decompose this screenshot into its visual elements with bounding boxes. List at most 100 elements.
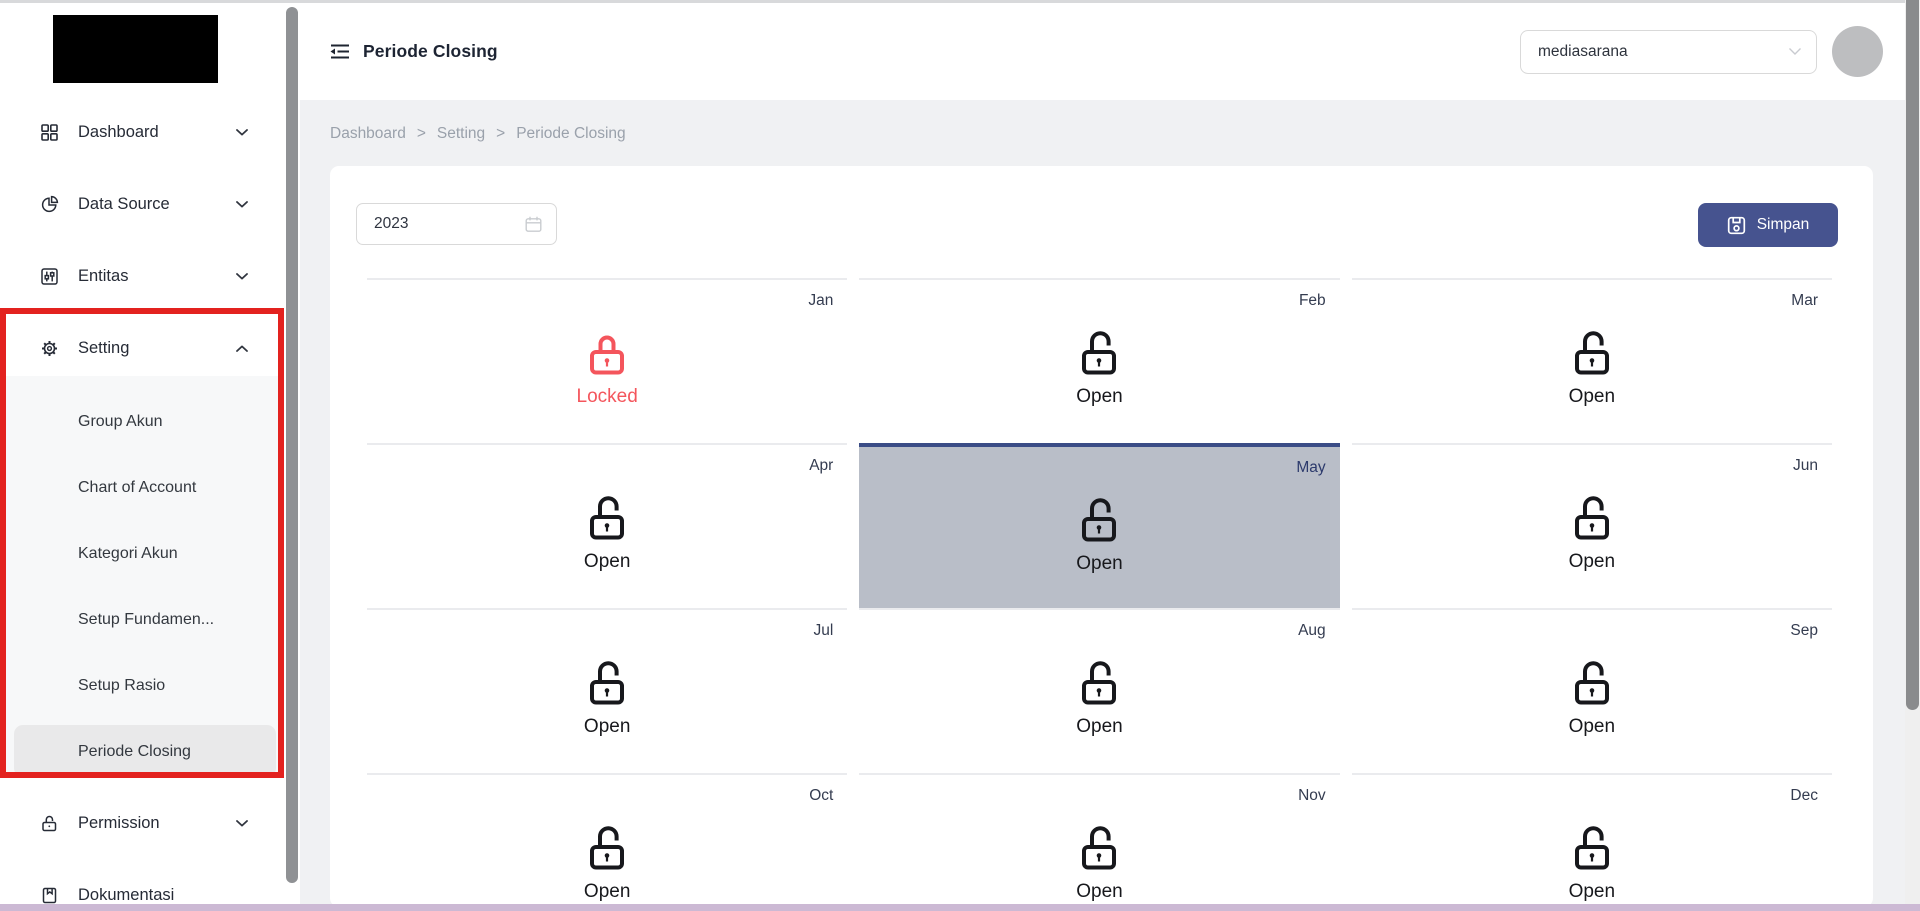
month-state-label: Open <box>583 551 631 572</box>
sidebar-item-dokumentasi[interactable]: Dokumentasi <box>0 881 284 909</box>
lock-open-icon <box>1080 330 1118 377</box>
sidebar-subitem-periode-closing[interactable]: Periode Closing <box>0 738 278 766</box>
lock-open-icon <box>1080 497 1118 544</box>
chevron-down-icon <box>236 819 248 827</box>
month-state-label: Open <box>1568 716 1616 737</box>
save-button[interactable]: Simpan <box>1698 203 1838 247</box>
sidebar-item-label: Dokumentasi <box>78 885 175 904</box>
sidebar-subitem-kategori-akun[interactable]: Kategori Akun <box>0 540 278 568</box>
breadcrumb-item-setting[interactable]: Setting <box>436 125 486 142</box>
months-grid: Jan Locked Feb <box>367 278 1832 907</box>
month-cell-feb[interactable]: Feb Open <box>859 278 1340 443</box>
month-label: Jun <box>1793 457 1818 474</box>
company-select-value: mediasarana <box>1538 42 1628 60</box>
month-state-label: Open <box>1076 553 1123 574</box>
month-state-label: Open <box>1076 716 1123 737</box>
chevron-down-icon <box>236 200 248 208</box>
lock-open-icon <box>1573 495 1611 542</box>
lock-open-icon <box>1573 825 1611 872</box>
month-label: Jul <box>813 622 834 639</box>
sidebar-subitem-chart-of-account[interactable]: Chart of Account <box>0 474 278 502</box>
lock-open-icon <box>1080 660 1118 707</box>
sidebar-item-entitas[interactable]: Entitas <box>0 262 284 290</box>
month-label: Oct <box>809 787 834 804</box>
month-cell-dec[interactable]: Dec Open <box>1351 773 1832 907</box>
sidebar-item-label: Data Source <box>78 194 170 213</box>
month-cell-jul[interactable]: Jul Open <box>367 608 848 773</box>
month-cell-apr[interactable]: Apr Open <box>367 443 848 608</box>
sidebar-subitem-label: Group Akun <box>78 413 163 430</box>
setting-submenu-background <box>6 376 278 774</box>
company-select[interactable]: mediasarana <box>1520 29 1817 74</box>
sidebar-subitem-label: Periode Closing <box>78 743 191 760</box>
month-cell-aug[interactable]: Aug Open <box>859 608 1340 773</box>
lock-open-icon <box>1573 330 1611 377</box>
breadcrumb-item-dashboard[interactable]: Dashboard <box>330 125 406 142</box>
year-select[interactable]: 2023 <box>356 203 557 245</box>
sidebar-item-permission[interactable]: Permission <box>0 809 284 837</box>
month-label: May <box>1296 459 1326 476</box>
month-cell-nov[interactable]: Nov Open <box>859 773 1340 907</box>
sidebar-item-label: Entitas <box>78 266 129 285</box>
sidebar-item-data-source[interactable]: Data Source <box>0 190 284 218</box>
bookmark-file-icon <box>40 886 59 905</box>
main-area: Periode Closing mediasarana Dashboard > … <box>300 3 1905 911</box>
month-label: Apr <box>809 457 834 474</box>
month-cell-mar[interactable]: Mar Open <box>1351 278 1832 443</box>
sidebar: Dashboard Data Source <box>0 3 284 911</box>
unlock-icon <box>40 814 59 833</box>
calendar-icon <box>525 216 542 233</box>
lock-open-icon <box>588 495 626 542</box>
top-header: Periode Closing mediasarana <box>300 3 1905 100</box>
month-label: Jan <box>808 292 834 309</box>
month-label: Dec <box>1790 787 1818 804</box>
month-state-label: Open <box>1076 386 1123 407</box>
month-state-label: Open <box>1568 386 1616 407</box>
periode-closing-card: 2023 <box>330 166 1873 907</box>
chevron-up-icon <box>236 345 248 352</box>
chevron-down-icon <box>1788 47 1802 56</box>
dashboard-icon <box>40 123 59 142</box>
user-avatar[interactable] <box>1832 26 1883 77</box>
month-label: Mar <box>1791 292 1818 309</box>
save-icon <box>1727 216 1746 235</box>
sidebar-item-label: Dashboard <box>78 122 159 141</box>
lock-open-icon <box>1573 660 1611 707</box>
window-top-border <box>0 0 1920 3</box>
window-scrollbar-thumb[interactable] <box>1906 0 1919 710</box>
month-label: Nov <box>1298 787 1326 804</box>
month-label: Aug <box>1298 622 1326 639</box>
sidebar-scrollbar-thumb[interactable] <box>286 7 298 883</box>
month-cell-jan[interactable]: Jan Locked <box>367 278 848 443</box>
lock-open-icon <box>1080 825 1118 872</box>
sidebar-subitem-group-akun[interactable]: Group Akun <box>0 408 278 436</box>
sidebar-scrollbar-track <box>284 3 300 911</box>
sidebar-subitem-label: Setup Fundamen... <box>78 611 215 628</box>
sidebar-subitem-setup-fundamental[interactable]: Setup Fundamen... <box>0 606 278 634</box>
sidebar-item-setting[interactable]: Setting <box>0 334 284 362</box>
pie-chart-icon <box>40 195 59 214</box>
sidebar-subitem-label: Kategori Akun <box>78 545 178 562</box>
menu-fold-icon[interactable] <box>329 42 350 61</box>
breadcrumb: Dashboard > Setting > Periode Closing <box>300 100 1905 143</box>
month-state-label: Open <box>583 716 631 737</box>
month-state-label: Open <box>583 881 631 902</box>
control-sliders-icon <box>40 267 59 286</box>
gear-icon <box>40 339 59 358</box>
sidebar-item-dashboard[interactable]: Dashboard <box>0 118 284 146</box>
month-cell-sep[interactable]: Sep Open <box>1351 608 1832 773</box>
page-title: Periode Closing <box>363 41 498 61</box>
sidebar-item-label: Setting <box>78 338 130 357</box>
sidebar-subitem-setup-rasio[interactable]: Setup Rasio <box>0 672 278 700</box>
month-cell-may-selected[interactable]: May Open <box>859 443 1340 608</box>
month-cell-jun[interactable]: Jun Open <box>1351 443 1832 608</box>
window-bottom-edge <box>0 904 1920 911</box>
header-right-group: mediasarana <box>1520 26 1883 77</box>
lock-open-icon <box>588 660 626 707</box>
content-area: Dashboard > Setting > Periode Closing 20… <box>300 100 1905 911</box>
month-state-label: Locked <box>576 386 638 407</box>
month-cell-oct[interactable]: Oct Open <box>367 773 848 907</box>
breadcrumb-separator: > <box>496 125 506 142</box>
sidebar-subitem-label: Chart of Account <box>78 479 197 496</box>
